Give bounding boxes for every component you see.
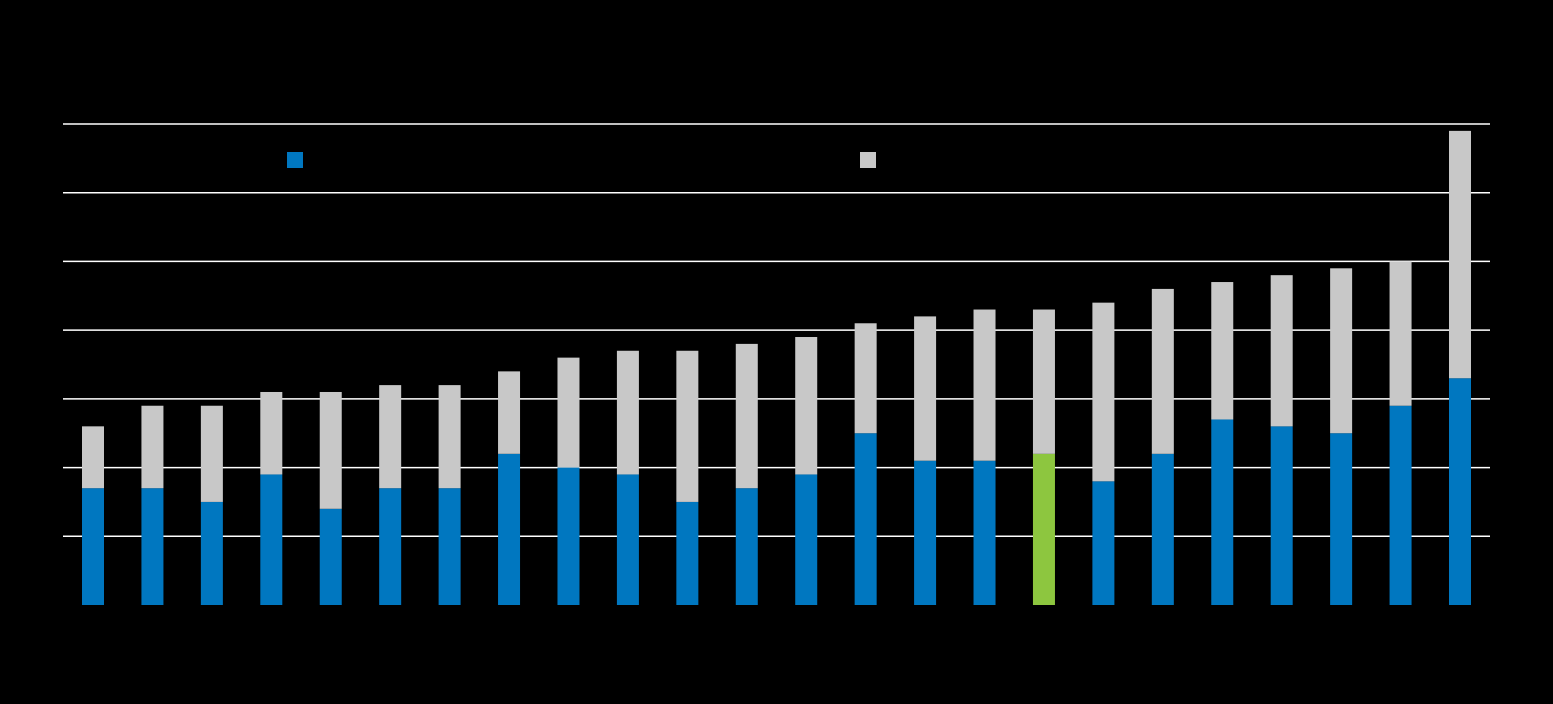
bar-segment-series-2 bbox=[676, 350, 699, 502]
bar-segment-series-2 bbox=[379, 385, 402, 489]
bar-segment-series-2 bbox=[319, 391, 342, 509]
bar-segment-series-1 bbox=[973, 460, 996, 605]
bar-segment-series-1 bbox=[854, 433, 877, 605]
bar-segment-series-2 bbox=[1092, 302, 1115, 482]
bar-segment-series-2 bbox=[914, 316, 937, 461]
bar-segment-series-1 bbox=[1270, 426, 1293, 605]
bar-segment-series-1 bbox=[1330, 433, 1353, 605]
bar-segment-series-1 bbox=[1151, 453, 1174, 605]
bar-segment-series-1 bbox=[438, 488, 461, 605]
bar-segment-series-1 bbox=[200, 501, 223, 605]
bar-segment-series-2 bbox=[1330, 268, 1353, 434]
bar-segment-series-1 bbox=[379, 488, 402, 605]
bar-segment-series-2 bbox=[735, 343, 758, 489]
bar-segment-series-2 bbox=[616, 350, 639, 475]
bar-segment-series-1 bbox=[1092, 481, 1115, 605]
bar-segment-series-2 bbox=[973, 309, 996, 461]
bar-segment-series-2 bbox=[557, 357, 580, 468]
legend-swatch-series-2 bbox=[860, 152, 876, 168]
legend bbox=[287, 152, 876, 168]
bars bbox=[82, 130, 1471, 605]
bar-segment-series-2 bbox=[1449, 130, 1471, 379]
bar-segment-series-2 bbox=[200, 405, 223, 502]
bar-segment-series-1 bbox=[82, 488, 104, 605]
bar-segment-series-1 bbox=[557, 467, 580, 605]
bar-segment-series-2 bbox=[1270, 275, 1293, 427]
legend-item-series-2 bbox=[860, 152, 876, 168]
legend-swatch-series-1 bbox=[287, 152, 303, 168]
bar-segment-series-2 bbox=[1389, 261, 1412, 406]
bar-segment-series-2 bbox=[1151, 288, 1174, 454]
bar-segment-series-1 bbox=[141, 488, 164, 605]
bar-segment-series-1 bbox=[735, 488, 758, 605]
gridlines bbox=[63, 123, 1490, 538]
bar-segment-series-1 bbox=[319, 508, 342, 605]
bar-segment-series-1 bbox=[914, 460, 937, 605]
bar-segment-series-1 bbox=[795, 474, 818, 605]
bar-segment-series-1 bbox=[1449, 378, 1471, 605]
legend-item-series-1 bbox=[287, 152, 303, 168]
bar-segment-series-2 bbox=[1211, 282, 1234, 420]
bar-segment-series-2 bbox=[1032, 309, 1055, 454]
bar-segment-series-1 bbox=[676, 501, 699, 605]
bar-segment-series-1 bbox=[1032, 453, 1055, 605]
bar-segment-series-1 bbox=[260, 474, 283, 605]
bar-segment-series-2 bbox=[498, 371, 521, 454]
bar-segment-series-2 bbox=[795, 337, 818, 475]
bar-segment-series-2 bbox=[260, 391, 283, 475]
bar-segment-series-1 bbox=[498, 453, 521, 605]
bar-segment-series-1 bbox=[1389, 405, 1412, 605]
bar-segment-series-2 bbox=[438, 385, 461, 489]
bar-segment-series-1 bbox=[616, 474, 639, 605]
bar-segment-series-2 bbox=[141, 405, 164, 489]
bar-segment-series-2 bbox=[854, 323, 877, 434]
bar-segment-series-1 bbox=[1211, 419, 1234, 605]
bar-segment-series-2 bbox=[82, 426, 104, 489]
